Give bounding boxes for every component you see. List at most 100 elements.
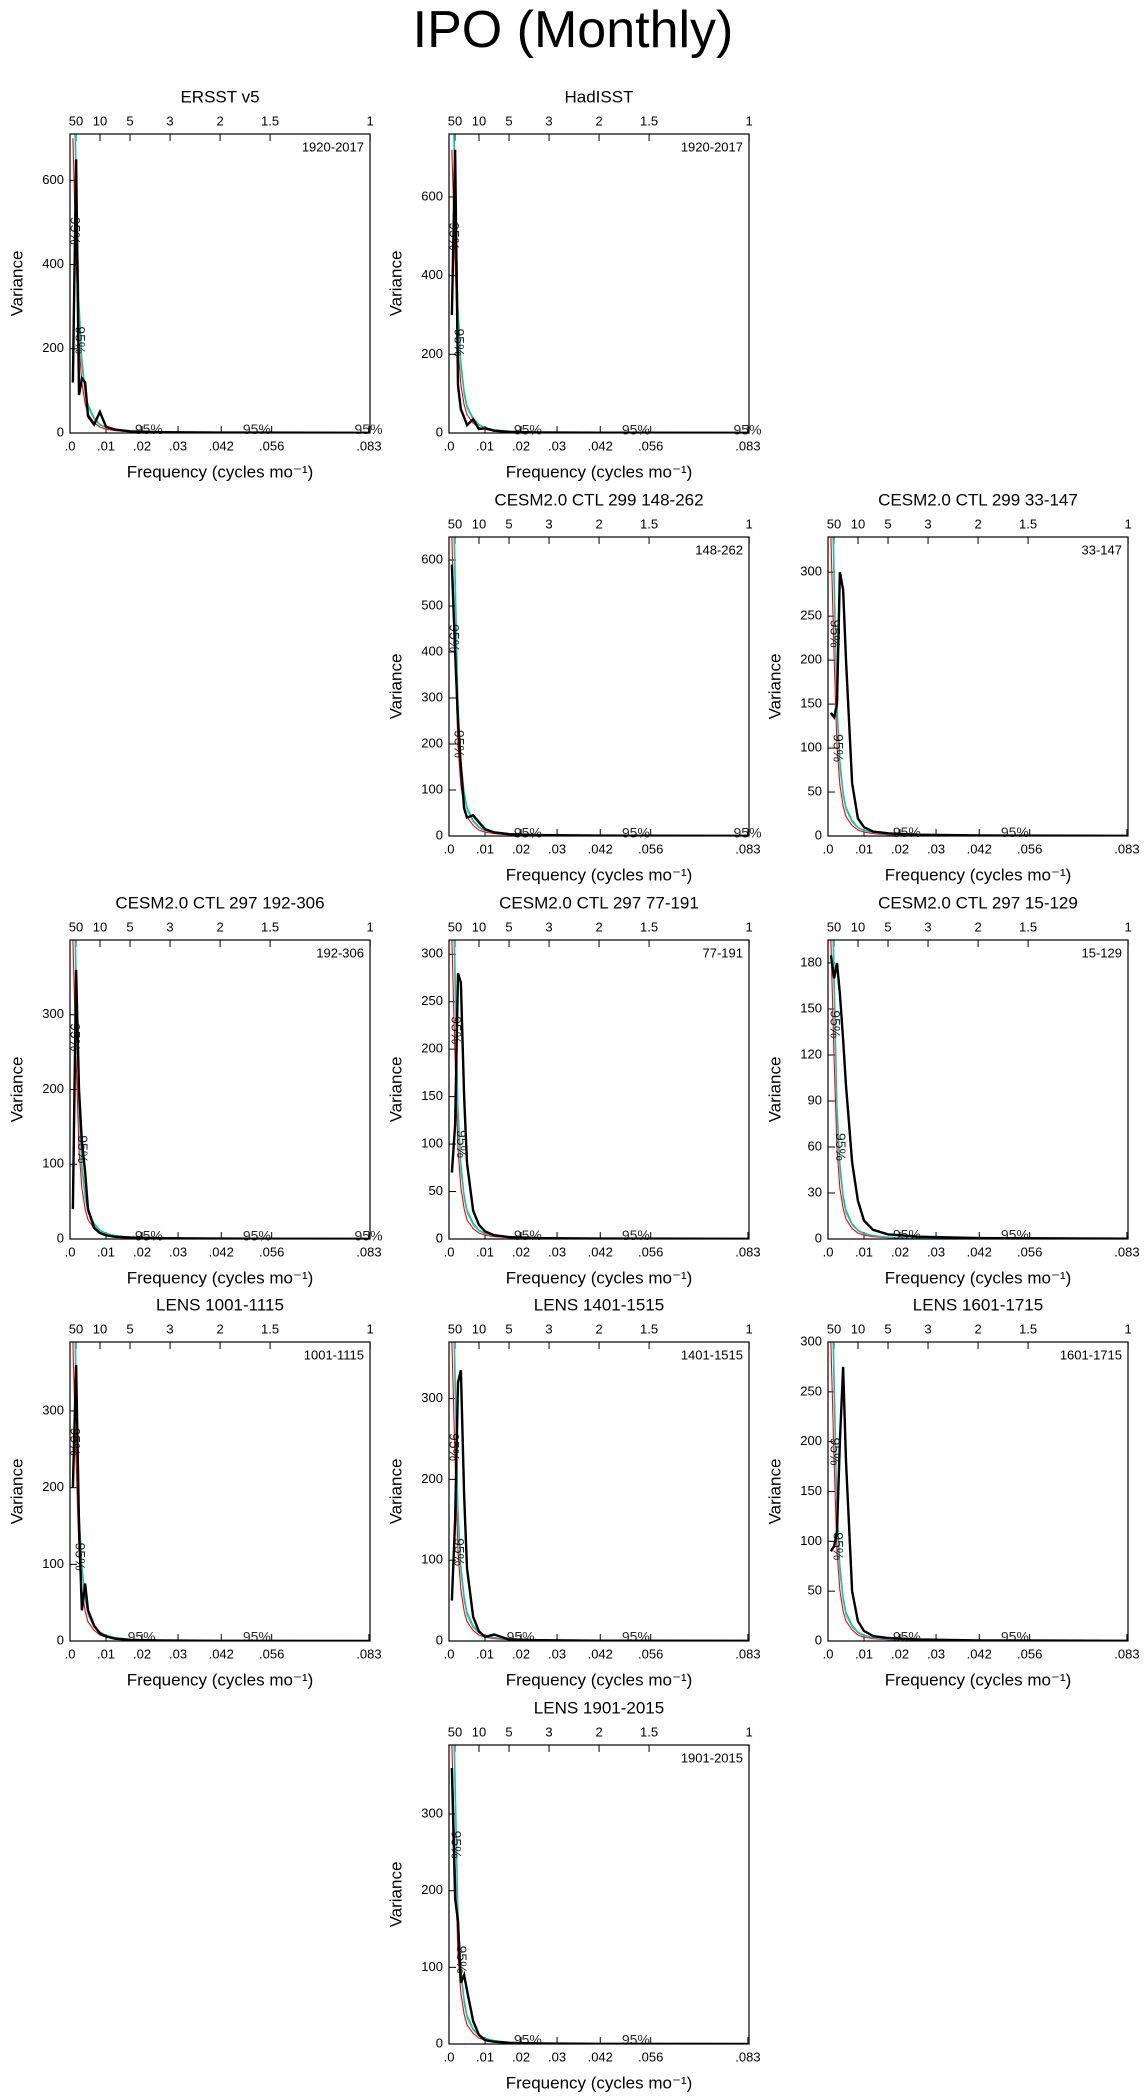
x-tick-label: .02 (512, 1244, 530, 1259)
x-axis-label: Frequency (cycles mo⁻¹) (506, 462, 693, 481)
plot-lines (450, 940, 749, 1239)
x-tick-label: .01 (97, 1646, 115, 1661)
x-tick-label: .03 (548, 841, 566, 856)
x2-tick-label: 2 (216, 1321, 223, 1336)
x2-tick-label: 2 (595, 1724, 602, 1739)
x2-tick-label: 10 (93, 919, 107, 934)
y-tick-label: 50 (808, 783, 822, 798)
spectrum-line (72, 940, 370, 1239)
significance-label: 95% (454, 1946, 470, 1974)
panel: CESM2.0 CTL 299 148-262 148-262 Frequency … (386, 490, 761, 884)
significance-label: 95% (622, 2032, 650, 2048)
panel-title: CESM2.0 CTL 297 192-306 (115, 893, 324, 912)
x-tick-label: .042 (967, 1646, 992, 1661)
panel-title: LENS 1901-2015 (534, 1698, 664, 1717)
x2-tick-label: 3 (545, 113, 552, 128)
spectrum-line (72, 138, 370, 433)
x2-tick-label: 5 (884, 919, 891, 934)
panel-title: LENS 1401-1515 (534, 1295, 664, 1314)
x2-tick-label: 10 (851, 516, 865, 531)
y-tick-label: 250 (800, 1383, 822, 1398)
significance-label: 95% (827, 620, 843, 648)
y-tick-label: 400 (42, 256, 64, 271)
x-axis-label: Frequency (cycles mo⁻¹) (506, 1670, 693, 1689)
x-tick-label: .042 (588, 1244, 613, 1259)
y-tick-label: 250 (800, 608, 822, 623)
x2-tick-label: 10 (472, 113, 486, 128)
y-tick-label: 0 (815, 1230, 822, 1245)
x-tick-label: .0 (65, 438, 76, 453)
y-tick-label: 300 (42, 1006, 64, 1021)
x2-tick-label: 50 (827, 516, 841, 531)
x2-tick-label: 1 (746, 1724, 753, 1739)
spectrum-line (830, 537, 1128, 836)
significance-label: 95% (827, 1010, 843, 1038)
period-label: 192-306 (316, 945, 364, 960)
y-tick-label: 250 (421, 993, 443, 1008)
plot-frame (827, 939, 1129, 1240)
x-tick-label: .01 (855, 1646, 873, 1661)
x-tick-label: .042 (588, 438, 613, 453)
x2-tick-label: 2 (595, 1321, 602, 1336)
x2-tick-label: 10 (472, 1321, 486, 1336)
plot-frame (448, 1744, 750, 2045)
y-tick-label: 600 (42, 172, 64, 187)
x-tick-label: .083 (1114, 841, 1139, 856)
spectrum-line (450, 1370, 749, 1641)
panel-title: CESM2.0 CTL 297 15-129 (878, 893, 1078, 912)
x-tick-label: .01 (476, 1244, 494, 1259)
plot-frame (69, 133, 371, 434)
panel-title: HadISST (565, 87, 634, 106)
plot-frame (827, 1341, 1129, 1642)
x2-tick-label: 5 (505, 516, 512, 531)
x-tick-label: .02 (891, 1646, 909, 1661)
x2-tick-label: 50 (69, 1321, 83, 1336)
significance-label: 95% (622, 824, 650, 840)
plot-frame (69, 1341, 371, 1642)
y-tick-label: 0 (815, 827, 822, 842)
significance-label: 95% (622, 421, 650, 437)
significance-label: 95% (827, 1438, 843, 1466)
y-tick-label: 100 (421, 1959, 443, 1974)
y-tick-label: 200 (800, 1433, 822, 1448)
significance-label: 95% (893, 1227, 921, 1243)
period-label: 1920-2017 (302, 139, 364, 154)
spectrum-line (72, 1342, 370, 1641)
x2-tick-label: 10 (472, 919, 486, 934)
x-tick-label: .083 (735, 2049, 760, 2064)
y-axis-label: Variance (765, 654, 784, 720)
spectrum-line (832, 940, 1128, 1239)
x-tick-label: .056 (638, 841, 663, 856)
period-label: 148-262 (695, 542, 743, 557)
plot-frame (448, 939, 750, 1240)
plot-lines (450, 134, 749, 433)
x2-tick-label: 10 (93, 113, 107, 128)
y-axis-label: Variance (765, 1057, 784, 1123)
x2-tick-label: 2 (974, 1321, 981, 1336)
x-tick-label: .042 (209, 438, 234, 453)
y-tick-label: 60 (808, 1138, 822, 1153)
y-axis-label: Variance (7, 251, 26, 317)
significance-label: 95% (128, 1629, 156, 1645)
spectrum-line (451, 1342, 749, 1641)
x2-tick-label: 1.5 (1019, 1321, 1037, 1336)
period-label: 15-129 (1082, 945, 1122, 960)
y-tick-label: 300 (42, 1402, 64, 1417)
x-tick-label: .0 (444, 2049, 455, 2064)
x-axis-label: Frequency (cycles mo⁻¹) (885, 865, 1072, 884)
x2-tick-label: 50 (827, 1321, 841, 1336)
x2-tick-label: 1 (367, 919, 374, 934)
y-tick-label: 0 (57, 1230, 64, 1245)
x-tick-label: .083 (356, 1646, 381, 1661)
x-tick-label: .03 (927, 841, 945, 856)
x-tick-label: .042 (967, 841, 992, 856)
panel-title: CESM2.0 CTL 297 77-191 (499, 893, 699, 912)
spectrum-line (829, 955, 1128, 1239)
y-axis-label: Variance (7, 1057, 26, 1123)
y-axis-label: Variance (386, 654, 405, 720)
y-axis-label: Variance (7, 1459, 26, 1525)
significance-label: 95% (68, 1428, 84, 1456)
spectrum-line (71, 1364, 370, 1641)
x-tick-label: .01 (476, 841, 494, 856)
significance-label: 95% (68, 1023, 84, 1051)
